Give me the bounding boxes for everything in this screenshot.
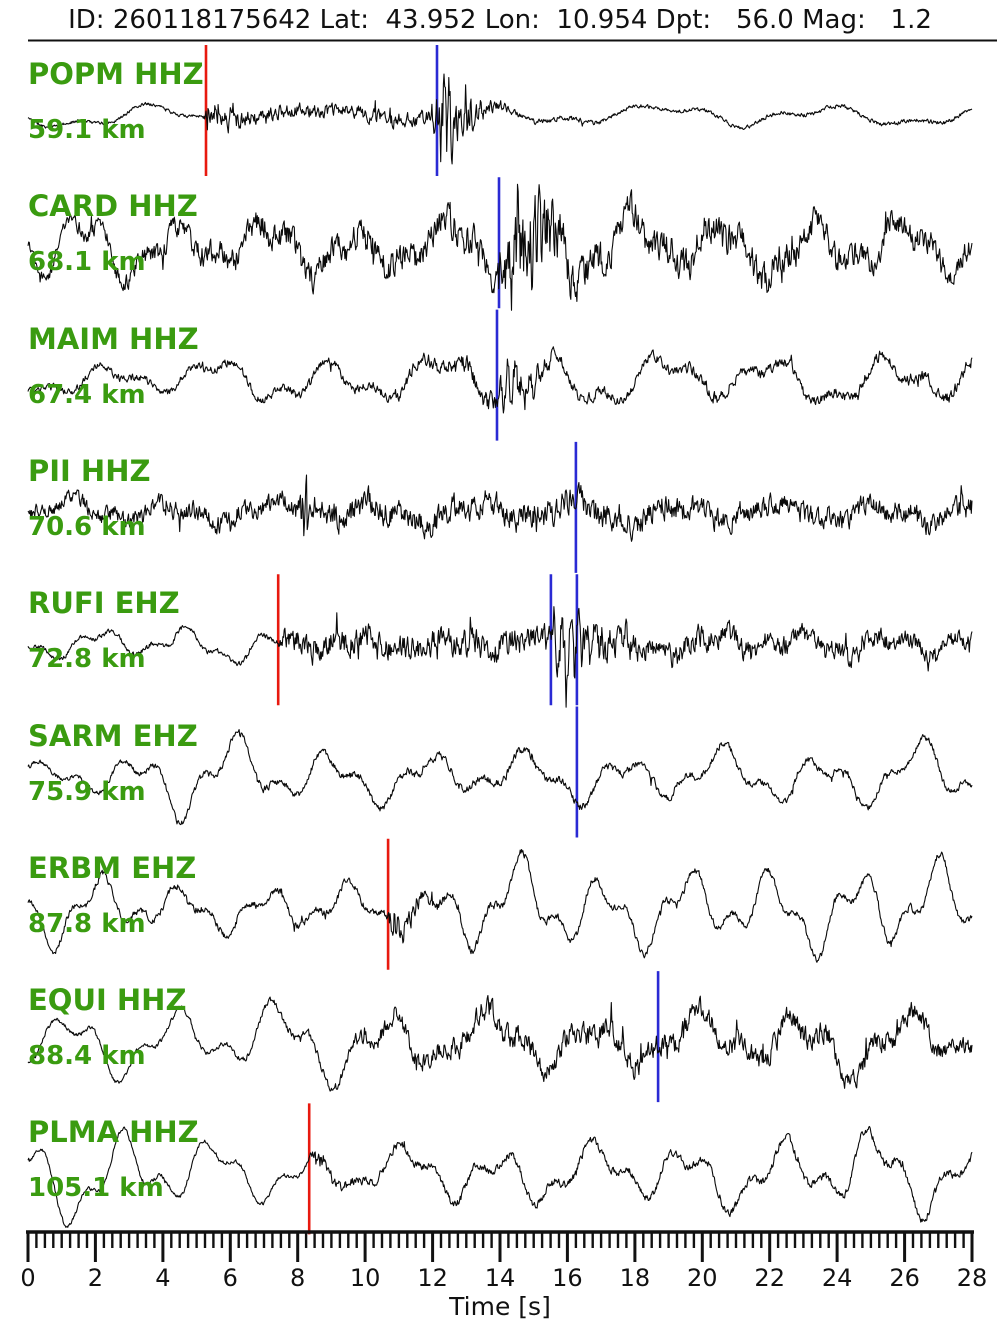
x-axis-tick-label: 2 bbox=[88, 1264, 103, 1292]
station-label: EQUI HHZ bbox=[28, 983, 187, 1018]
station-distance: 88.4 km bbox=[28, 1041, 146, 1072]
waveform-trace-EQUI bbox=[27, 994, 973, 1092]
station-distance: 75.9 km bbox=[28, 776, 146, 807]
x-axis-tick-label: 4 bbox=[155, 1264, 170, 1292]
x-axis-tick-label: 8 bbox=[290, 1264, 305, 1292]
station-label: SARM EHZ bbox=[28, 718, 198, 753]
x-axis-tick-label: 12 bbox=[417, 1264, 448, 1292]
station-label: RUFI EHZ bbox=[28, 586, 180, 621]
x-axis-tick-label: 28 bbox=[957, 1264, 988, 1292]
waveform-trace-PII bbox=[27, 474, 973, 542]
station-distance: 105.1 km bbox=[28, 1173, 164, 1204]
x-axis-tick-label: 6 bbox=[223, 1264, 238, 1292]
x-axis-tick-label: 14 bbox=[485, 1264, 516, 1292]
waveform-trace-SARM bbox=[27, 729, 973, 826]
station-label: POPM HHZ bbox=[28, 57, 204, 91]
waveform-trace-RUFI bbox=[27, 606, 973, 708]
waveform-trace-POPM bbox=[27, 73, 973, 165]
station-distance: 68.1 km bbox=[28, 247, 146, 278]
station-label: PII HHZ bbox=[28, 453, 151, 488]
event-header: ID: 260118175642 Lat: 43.952 Lon: 10.954… bbox=[68, 5, 932, 35]
x-axis-tick-label: 10 bbox=[350, 1264, 381, 1292]
station-distance: 72.8 km bbox=[28, 644, 146, 675]
station-label: PLMA HHZ bbox=[28, 1115, 199, 1150]
station-label: CARD HHZ bbox=[28, 189, 198, 224]
waveform-trace-CARD bbox=[27, 183, 973, 311]
x-axis-tick-label: 20 bbox=[687, 1264, 718, 1292]
x-axis-tick-label: 26 bbox=[889, 1264, 920, 1292]
x-axis-tick-label: 18 bbox=[620, 1264, 651, 1292]
x-axis-tick-label: 0 bbox=[20, 1264, 35, 1292]
station-distance: 59.1 km bbox=[28, 115, 146, 145]
waveform-trace-PLMA bbox=[27, 1125, 973, 1228]
station-label: MAIM HHZ bbox=[28, 321, 199, 356]
x-axis-tick-label: 22 bbox=[754, 1264, 785, 1292]
station-distance: 87.8 km bbox=[28, 908, 146, 939]
station-distance: 70.6 km bbox=[28, 511, 146, 542]
x-axis-title: Time [s] bbox=[449, 1292, 551, 1321]
x-axis-tick-label: 24 bbox=[822, 1264, 853, 1292]
x-axis-tick-label: 16 bbox=[552, 1264, 583, 1292]
waveform-trace-MAIM bbox=[27, 346, 973, 414]
station-distance: 67.4 km bbox=[28, 379, 146, 410]
station-label: ERBM EHZ bbox=[28, 850, 197, 885]
waveform-trace-ERBM bbox=[27, 848, 973, 963]
